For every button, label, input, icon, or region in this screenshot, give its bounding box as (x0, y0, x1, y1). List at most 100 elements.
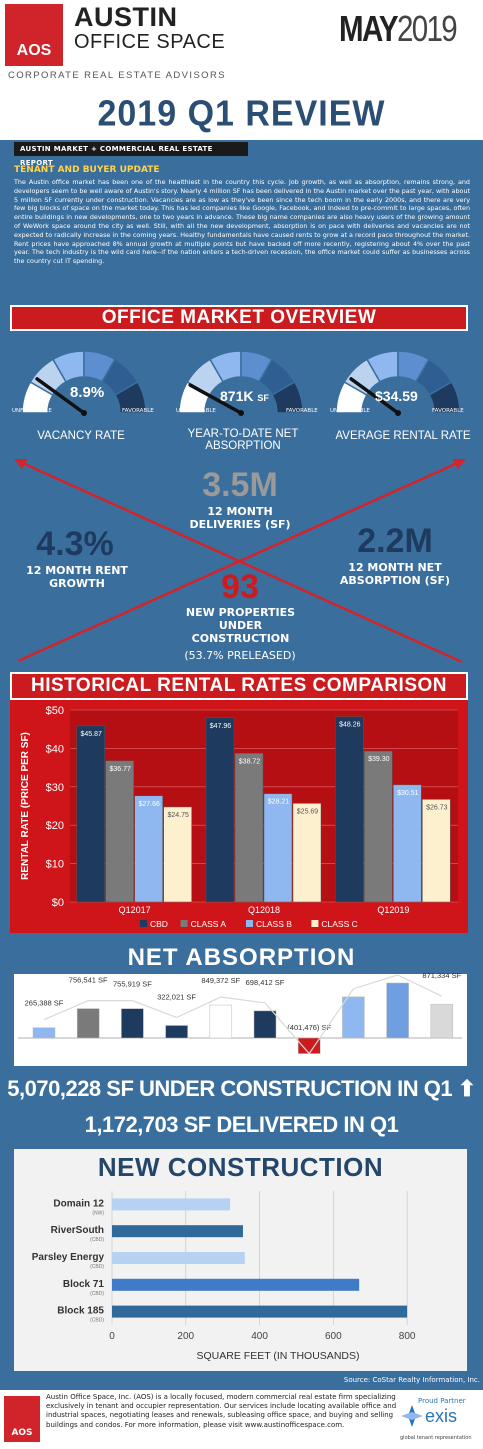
x-tick-label: Q32017 (161, 1052, 192, 1062)
bar (105, 760, 134, 903)
bar (292, 803, 322, 903)
bar (121, 1008, 144, 1039)
cross-line-2 (17, 459, 463, 663)
gauge-0-needle (35, 377, 86, 415)
deliveries-caption: 12 MONTH DELIVERIES (SF) (189, 505, 291, 531)
category-label: RiverSouth (51, 1225, 104, 1236)
rent-growth-value: 4.3% (36, 525, 114, 563)
bar (430, 1003, 454, 1039)
bar-value-label: $28.21 (268, 799, 290, 806)
x-tick-label: Q42016 (29, 1052, 60, 1062)
legend-label: CLASS C (321, 919, 357, 929)
gauge-0-hub (81, 410, 87, 416)
bar-value-label: $24.75 (167, 812, 189, 819)
category-label: Block 185 (57, 1306, 104, 1317)
x-tick-label: Q42018 (382, 1052, 413, 1062)
bar-value-label: $36.77 (109, 766, 131, 773)
category-sublabel: (NW) (92, 1210, 104, 1216)
bar (76, 1008, 100, 1039)
bar (163, 806, 192, 903)
bar (134, 795, 163, 903)
bar-value-label: $30.51 (397, 790, 419, 797)
bar-value-label: 849,372 SF (201, 976, 240, 985)
x-tick-label: Q12017 (73, 1052, 104, 1062)
bar-value-label: 698,412 SF (246, 978, 285, 987)
x-tick-label: 0 (109, 1331, 115, 1342)
bar-value-label: $38.72 (239, 758, 261, 765)
stat-under-construction: 5,070,228 SF UNDER CONSTRUCTION IN Q1 ⬆ (0, 1076, 483, 1102)
report-month: MAY (339, 8, 399, 49)
x-tick-label: Q22017 (117, 1052, 148, 1062)
gauge-2-segment-5 (428, 380, 461, 414)
x-tick-label: 400 (251, 1331, 268, 1342)
bar-value-label: $26.73 (426, 804, 448, 811)
report-date: MAY2019 (339, 8, 458, 50)
vacancy-caption: VACANCY RATE (37, 430, 125, 442)
company-logo: AOS (5, 4, 63, 66)
trend-line (43, 974, 443, 1055)
y-axis-label: RENTAL RATE (PRICE PER SF) (20, 732, 31, 880)
bar (205, 717, 235, 903)
rent-growth-caption: 12 MONTH RENT GROWTH (26, 564, 128, 590)
bar (263, 793, 293, 903)
absorption-gauge-value: 871K SF (220, 388, 269, 404)
gauge-1-needle (188, 383, 243, 415)
y-tick-label: $20 (46, 820, 64, 832)
bar-value-label: 265,388 SF (25, 999, 64, 1008)
partner-name: exis (425, 1406, 458, 1426)
arrow-head-right (452, 459, 466, 469)
x-tick-label: 800 (399, 1331, 416, 1342)
bar (32, 1027, 56, 1039)
bar (112, 1198, 231, 1211)
historical-chart: $0 $10 $20 $30 $40 $50 RENTAL RATE (PRICE PER … (20, 705, 458, 929)
source-note: Source: CoStar Realty Information, Inc. (343, 1376, 480, 1384)
x-tick-label: 200 (177, 1331, 194, 1342)
gauge-1-segment-5 (271, 380, 304, 414)
gauge-2-needle (349, 377, 400, 415)
stat-under-construction-text: 5,070,228 SF UNDER CONSTRUCTION IN Q1 (7, 1076, 453, 1101)
x-tick-label: Q32018 (338, 1052, 369, 1062)
up-arrow-icon: ⬆ (457, 1076, 476, 1101)
absorption-gauge-number: 871K (220, 388, 254, 404)
bar (112, 1225, 243, 1238)
bar-value-label: $27.66 (138, 801, 160, 808)
update-body: The Austin office market has been one of… (14, 178, 470, 266)
bar (112, 1305, 408, 1318)
rental-favorable: FAVORABLE (432, 408, 464, 414)
absorption-unfavorable: UNFAVORABLE (176, 408, 216, 414)
bar (393, 784, 422, 903)
page-title: 2019 Q1 REVIEW (97, 94, 386, 134)
report-label: AUSTIN MARKET + COMMERCIAL REAL ESTATE R… (14, 142, 248, 167)
preleased-caption: (53.7% PRELEASED) (184, 649, 296, 662)
x-tick-label: Q12019 (427, 1052, 458, 1062)
net-absorption-chart: 265,388 SF Q42016 756,541 SF Q12017 755,919 … (18, 972, 462, 1062)
footer-text: Austin Office Space, Inc. (AOS) is a loc… (46, 1393, 397, 1429)
footer-logo: AOS (4, 1396, 40, 1442)
historical-heading: HISTORICAL RENTAL RATES COMPARISON (10, 672, 468, 700)
x-tick-label: Q12017 (119, 905, 151, 915)
absorption-favorable: FAVORABLE (286, 408, 318, 414)
partner-logo-icon (401, 1405, 423, 1427)
y-tick-label: $50 (46, 705, 64, 717)
new-construction-chart: 0 200 400 600 800 SQUARE FEET (IN THOUSANDS) D… (32, 1191, 416, 1362)
overview-graphic (14, 350, 466, 664)
bar (386, 982, 409, 1039)
bar-value-label: $47.96 (210, 723, 232, 730)
absorption-caption: YEAR-TO-DATE NET ABSORPTION (187, 428, 299, 452)
rental-caption: AVERAGE RENTAL RATE (335, 430, 471, 442)
brand-line-1: AUSTIN (74, 2, 178, 32)
bar (209, 1004, 233, 1039)
category-label: Parsley Energy (32, 1252, 105, 1263)
legend-swatch (246, 920, 253, 927)
update-heading: TENANT AND BUYER UPDATE (14, 165, 160, 175)
under-construction-value: 93 (221, 568, 259, 606)
bar (422, 799, 451, 903)
y-tick-label: $0 (52, 897, 64, 909)
x-tick-label: Q12018 (248, 905, 280, 915)
brand-tagline: CORPORATE REAL ESTATE ADVISORS (8, 70, 226, 81)
new-construction-heading: NEW CONSTRUCTION (97, 1152, 384, 1182)
net-absorption-heading: NET ABSORPTION (127, 944, 356, 971)
legend-label: CLASS A (191, 919, 227, 929)
bar (335, 716, 364, 903)
category-sublabel: (CBD) (90, 1291, 104, 1297)
